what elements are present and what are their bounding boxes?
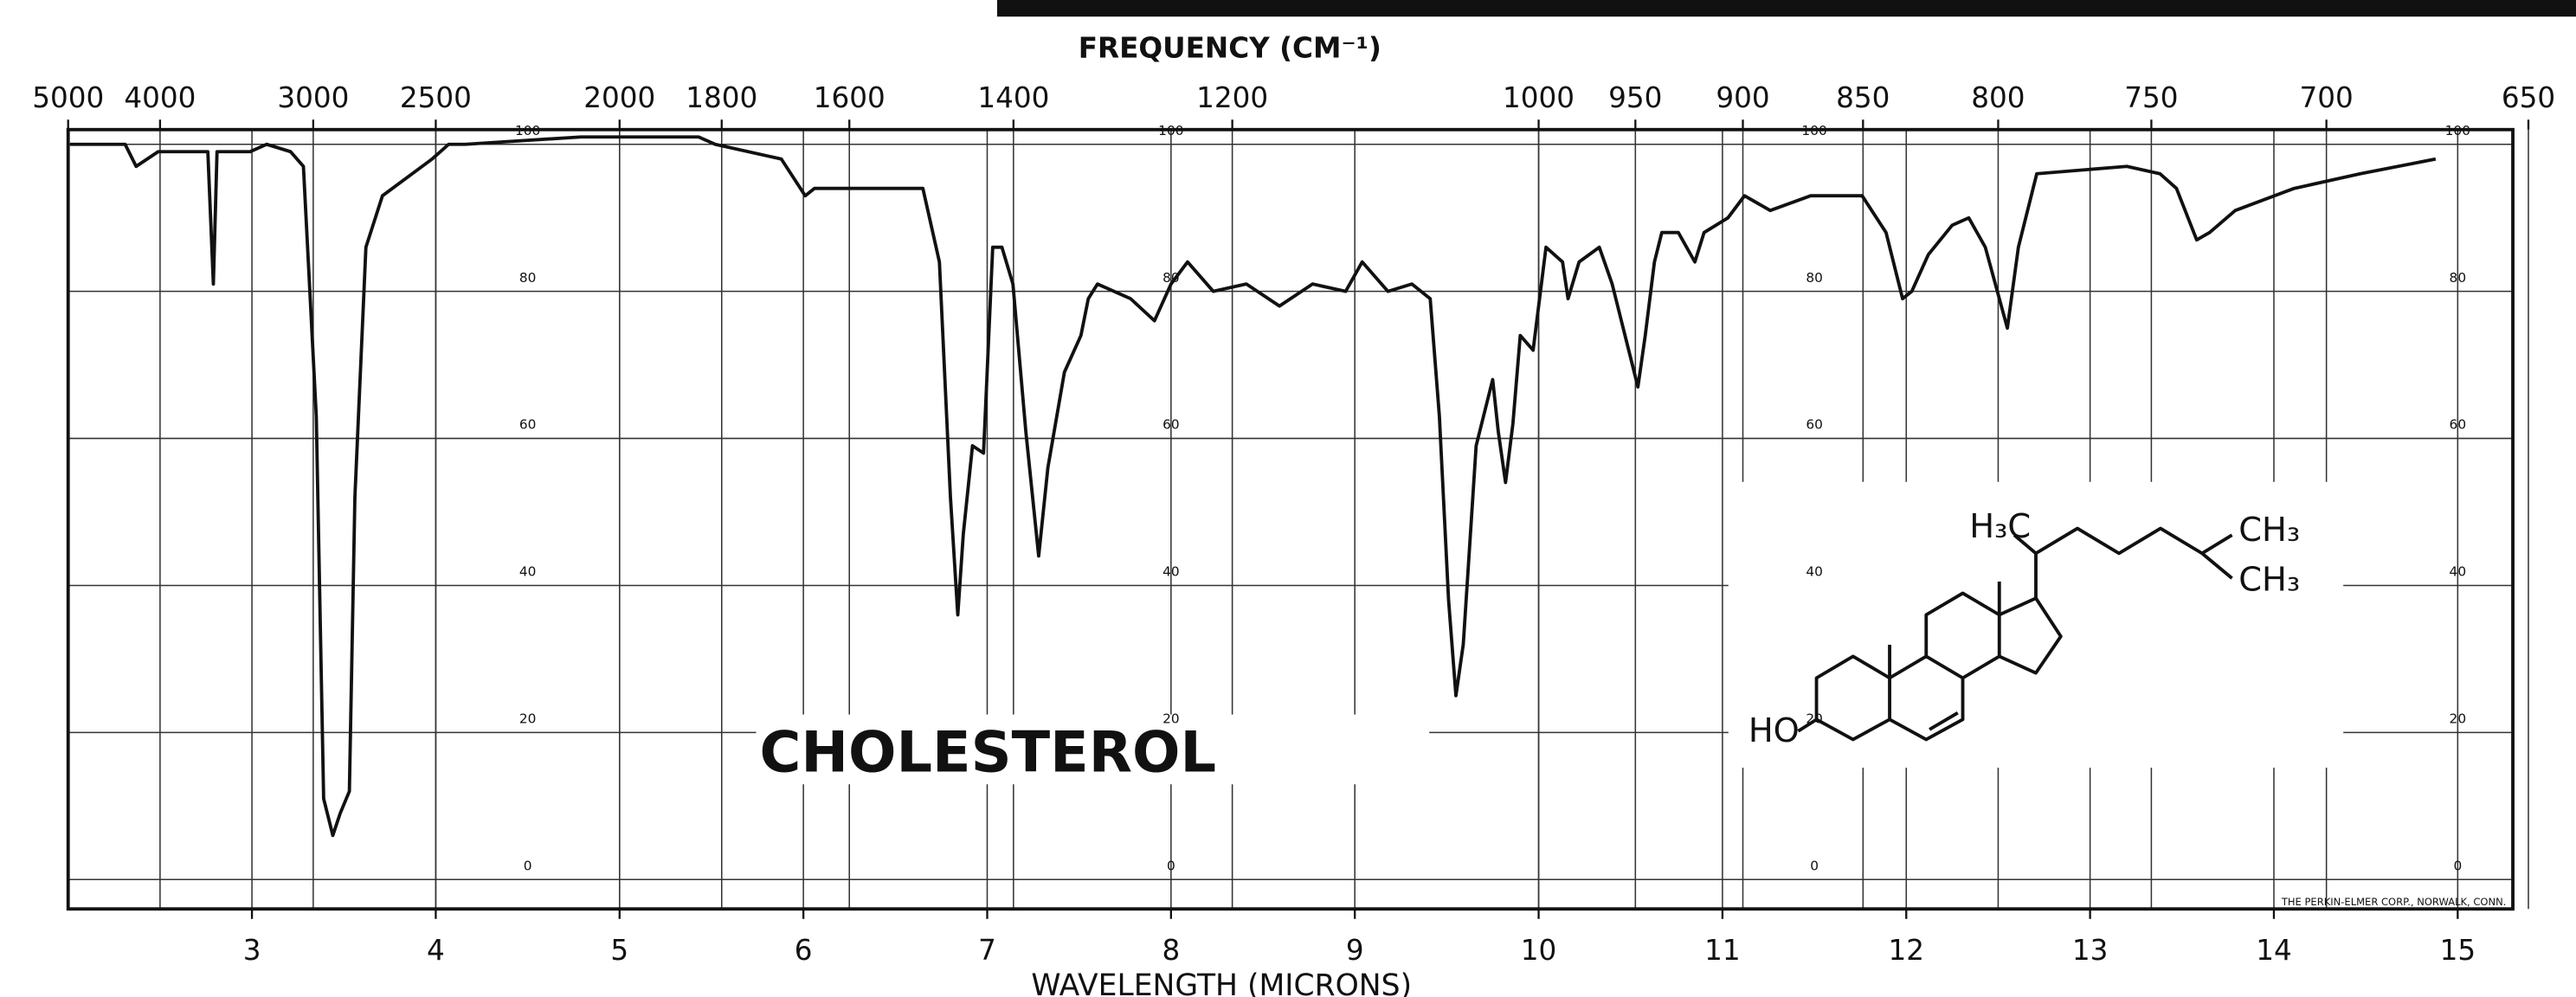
ring-d [1998, 596, 2063, 675]
x2-tick-label: 800 [1971, 81, 2025, 114]
x-tick-label: 10 [1521, 934, 1557, 967]
y-tick-label: 0 [1810, 858, 1819, 873]
x2-tick-label: 1400 [977, 81, 1049, 114]
y-tick-label: 100 [1801, 123, 1826, 138]
y-tick-label: 20 [1162, 711, 1180, 726]
x2-tick-label: 900 [1716, 81, 1769, 114]
x2-tick-label: 950 [1608, 81, 1662, 114]
x2-tick-label: 1200 [1196, 81, 1268, 114]
ring-b [1889, 654, 1965, 742]
y-tick-label: 40 [1162, 564, 1180, 580]
y-tick-label: 0 [524, 858, 532, 873]
x2-tick-label: 650 [2502, 81, 2555, 114]
x2-tick-label: 1000 [1503, 81, 1575, 114]
x2-tick-label: 750 [2124, 81, 2178, 114]
double-bond [1929, 711, 1959, 731]
y-tick-label: 40 [2450, 564, 2467, 580]
x-tick-label: 4 [427, 934, 445, 967]
x2-tick-label: 2000 [583, 81, 655, 114]
x2-tick-label: 1800 [686, 81, 757, 114]
methyls [1888, 582, 2001, 679]
y-tick-label: 80 [519, 270, 537, 286]
hydroxyl-bond [1797, 717, 1818, 733]
y-tick-label: 100 [1158, 123, 1183, 138]
plot-frame [66, 127, 2515, 911]
credit: THE PERKIN-ELMER CORP., NORWALK, CONN. [2281, 896, 2507, 908]
y-tick-label: 80 [2450, 270, 2467, 286]
annotation: CHOLESTEROL [759, 720, 1216, 786]
structure-label: CH₃ [2238, 511, 2300, 550]
y-tick-label: 20 [519, 711, 537, 726]
y-tick-label: 60 [1162, 417, 1180, 433]
x-tick-label: 3 [243, 934, 261, 967]
y-tick-label: 40 [1806, 564, 1823, 580]
y-tick-label: 100 [2445, 123, 2470, 138]
x-tick-label: 15 [2440, 934, 2476, 967]
y-tick-label: 60 [2450, 417, 2467, 433]
x-axis-label: WAVELENGTH (MICRONS) [1031, 968, 1412, 997]
y-tick-label: 0 [1167, 858, 1175, 873]
x2-tick-label: 2500 [400, 81, 472, 114]
structure [1797, 526, 2233, 742]
x2-tick-label: 4000 [124, 81, 196, 114]
x2-tick-label: 850 [1836, 81, 1890, 114]
x2-axis-label: FREQUENCY (CM⁻¹) [1079, 32, 1381, 65]
y-tick-label: 40 [519, 564, 537, 580]
x-tick-label: 11 [1704, 934, 1741, 967]
x-tick-label: 9 [1346, 934, 1364, 967]
ring-c [1924, 591, 2001, 680]
x-tick-label: 5 [610, 934, 628, 967]
x-tick-label: 6 [795, 934, 813, 967]
structure-label: HO [1748, 711, 1800, 750]
structure-label: CH₃ [2238, 561, 2300, 600]
x-tick-label: 13 [2072, 934, 2109, 967]
x-tick-label: 8 [1162, 934, 1180, 967]
side-chain [2012, 526, 2233, 599]
y-tick-label: 20 [1806, 711, 1823, 726]
y-tick-label: 60 [519, 417, 537, 433]
structure-box [1728, 481, 2344, 769]
x-tick-label: 14 [2256, 934, 2292, 967]
x2-tick-label: 3000 [277, 81, 349, 114]
data-layer [69, 135, 2437, 838]
annotation-box [756, 714, 1430, 785]
y-tick-label: 60 [1806, 417, 1823, 433]
y-tick-label: 0 [2453, 858, 2462, 873]
x-tick-label: 7 [978, 934, 996, 967]
x2-tick-label: 1600 [814, 81, 886, 114]
x2-tick-label: 700 [2300, 81, 2354, 114]
x-tick-label: 12 [1889, 934, 1925, 967]
y-tick-label: 80 [1162, 270, 1180, 286]
top-bar [997, 0, 2576, 17]
y-tick-label: 20 [2450, 711, 2467, 726]
spectrum-line [69, 135, 2437, 838]
x2-tick-label: 5000 [32, 81, 104, 114]
structure-label: H₃C [1969, 507, 2031, 546]
y-tick-label: 80 [1806, 270, 1823, 286]
y-tick-label: 100 [515, 123, 540, 138]
